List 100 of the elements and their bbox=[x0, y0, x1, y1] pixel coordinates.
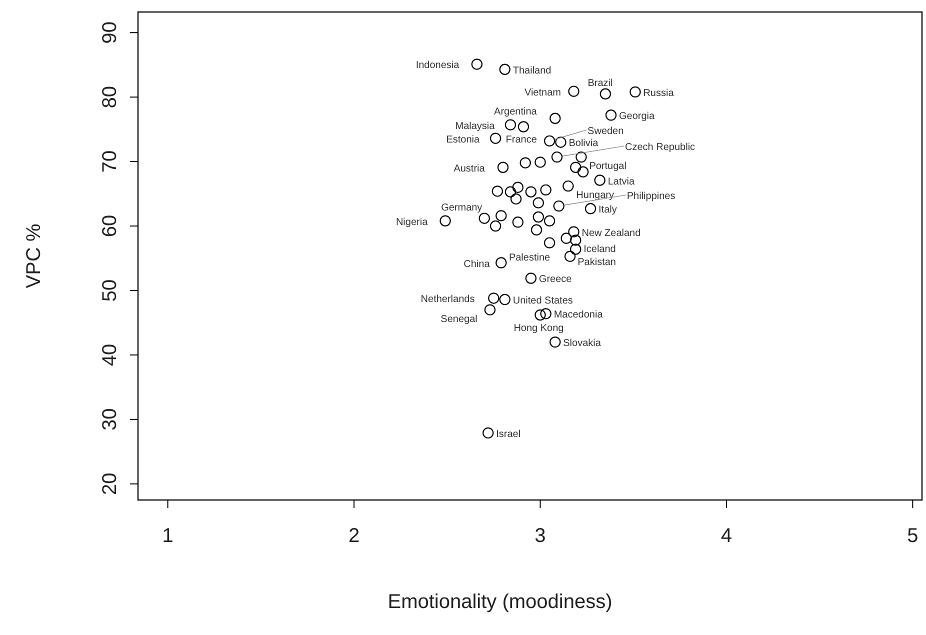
data-label: France bbox=[506, 134, 538, 146]
point bbox=[564, 250, 576, 262]
data-label: Portugal bbox=[589, 161, 626, 172]
point bbox=[570, 234, 582, 246]
data-label: Latvia bbox=[608, 176, 635, 188]
point bbox=[544, 237, 556, 248]
point bbox=[492, 186, 504, 197]
point bbox=[555, 136, 566, 148]
data-label: Russia bbox=[643, 88, 674, 99]
point bbox=[499, 64, 510, 75]
point bbox=[525, 272, 537, 284]
point bbox=[550, 112, 561, 124]
point bbox=[570, 162, 582, 173]
y-tick-label: 20 bbox=[99, 472, 121, 496]
data-label: Georgia bbox=[619, 111, 656, 122]
data-label: United States bbox=[512, 296, 573, 307]
point bbox=[525, 186, 537, 198]
point bbox=[562, 180, 574, 192]
y-tick-label: 90 bbox=[99, 22, 121, 44]
data-label: Greece bbox=[538, 274, 572, 286]
x-tick-label: 4 bbox=[720, 525, 732, 547]
point bbox=[490, 220, 502, 232]
point bbox=[630, 86, 641, 98]
data-label: Palestine bbox=[508, 252, 551, 264]
point bbox=[512, 216, 524, 228]
data-label: Macedonia bbox=[554, 310, 604, 321]
y-tick-label: 80 bbox=[99, 86, 121, 108]
point bbox=[504, 186, 516, 198]
point bbox=[530, 224, 542, 236]
y-tick-label: 30 bbox=[99, 408, 121, 431]
point bbox=[600, 88, 612, 100]
x-tick-label: 2 bbox=[348, 525, 360, 547]
y-tick-label: 50 bbox=[99, 279, 121, 302]
point bbox=[576, 151, 587, 163]
data-label: Austria bbox=[454, 163, 486, 174]
point bbox=[594, 174, 606, 186]
data-label: Netherlands bbox=[420, 294, 475, 306]
point bbox=[518, 121, 530, 132]
point bbox=[577, 166, 589, 178]
x-tick-label: 5 bbox=[907, 525, 918, 547]
data-label: Iceland bbox=[584, 244, 616, 256]
point bbox=[512, 182, 524, 193]
point bbox=[534, 309, 546, 321]
point bbox=[490, 132, 502, 144]
point bbox=[504, 119, 516, 130]
point bbox=[532, 211, 544, 223]
point bbox=[497, 162, 509, 173]
data-label: Slovakia bbox=[563, 338, 602, 350]
point bbox=[540, 308, 552, 320]
point bbox=[560, 232, 572, 244]
point bbox=[553, 200, 564, 212]
point bbox=[499, 294, 510, 306]
data-label: New Zealand bbox=[582, 228, 641, 239]
data-label: Bolivia bbox=[568, 138, 599, 150]
x-tick-label: 3 bbox=[534, 525, 546, 547]
data-label: Hungary bbox=[576, 190, 614, 202]
data-label: Philippines bbox=[626, 191, 676, 202]
point bbox=[568, 226, 580, 238]
point bbox=[496, 257, 507, 268]
point bbox=[488, 292, 500, 304]
point bbox=[570, 244, 582, 255]
point bbox=[534, 156, 546, 168]
data-label: Pakistan bbox=[578, 257, 616, 268]
point bbox=[532, 197, 544, 208]
data-label: Hong Kong bbox=[514, 322, 564, 334]
point bbox=[544, 135, 556, 147]
point bbox=[605, 110, 617, 121]
point bbox=[478, 212, 490, 224]
data-label: Czech Republic bbox=[625, 142, 696, 154]
data-label: Senegal bbox=[440, 314, 478, 325]
data-label: Israel bbox=[496, 428, 521, 440]
data-label: Malaysia bbox=[455, 120, 496, 132]
data-label: Vietnam bbox=[524, 87, 561, 98]
point bbox=[540, 184, 552, 196]
point bbox=[584, 203, 596, 214]
y-axis-title: VPC % bbox=[23, 224, 45, 288]
point bbox=[484, 304, 496, 316]
y-tick-label: 60 bbox=[99, 214, 121, 238]
point bbox=[551, 151, 563, 163]
point bbox=[550, 336, 561, 348]
y-tick-label: 70 bbox=[99, 150, 121, 173]
data-label: Thailand bbox=[512, 65, 552, 76]
data-label: Germany bbox=[441, 202, 482, 214]
point bbox=[471, 58, 483, 70]
x-axis-title: Emotionality (moodiness) bbox=[388, 591, 612, 613]
data-label: Nigeria bbox=[396, 216, 428, 228]
point bbox=[440, 215, 451, 226]
point bbox=[510, 193, 522, 205]
point bbox=[544, 215, 556, 226]
point bbox=[482, 427, 494, 439]
data-label: Brazil bbox=[588, 78, 613, 89]
data-label: Italy bbox=[598, 204, 617, 216]
data-label: Estonia bbox=[446, 134, 480, 146]
data-label: Sweden bbox=[588, 126, 624, 137]
point bbox=[520, 157, 531, 168]
y-tick-label: 40 bbox=[99, 344, 121, 366]
x-tick-label: 1 bbox=[162, 525, 174, 547]
point bbox=[568, 86, 580, 97]
point bbox=[496, 210, 507, 222]
data-label: Argentina bbox=[494, 106, 538, 118]
